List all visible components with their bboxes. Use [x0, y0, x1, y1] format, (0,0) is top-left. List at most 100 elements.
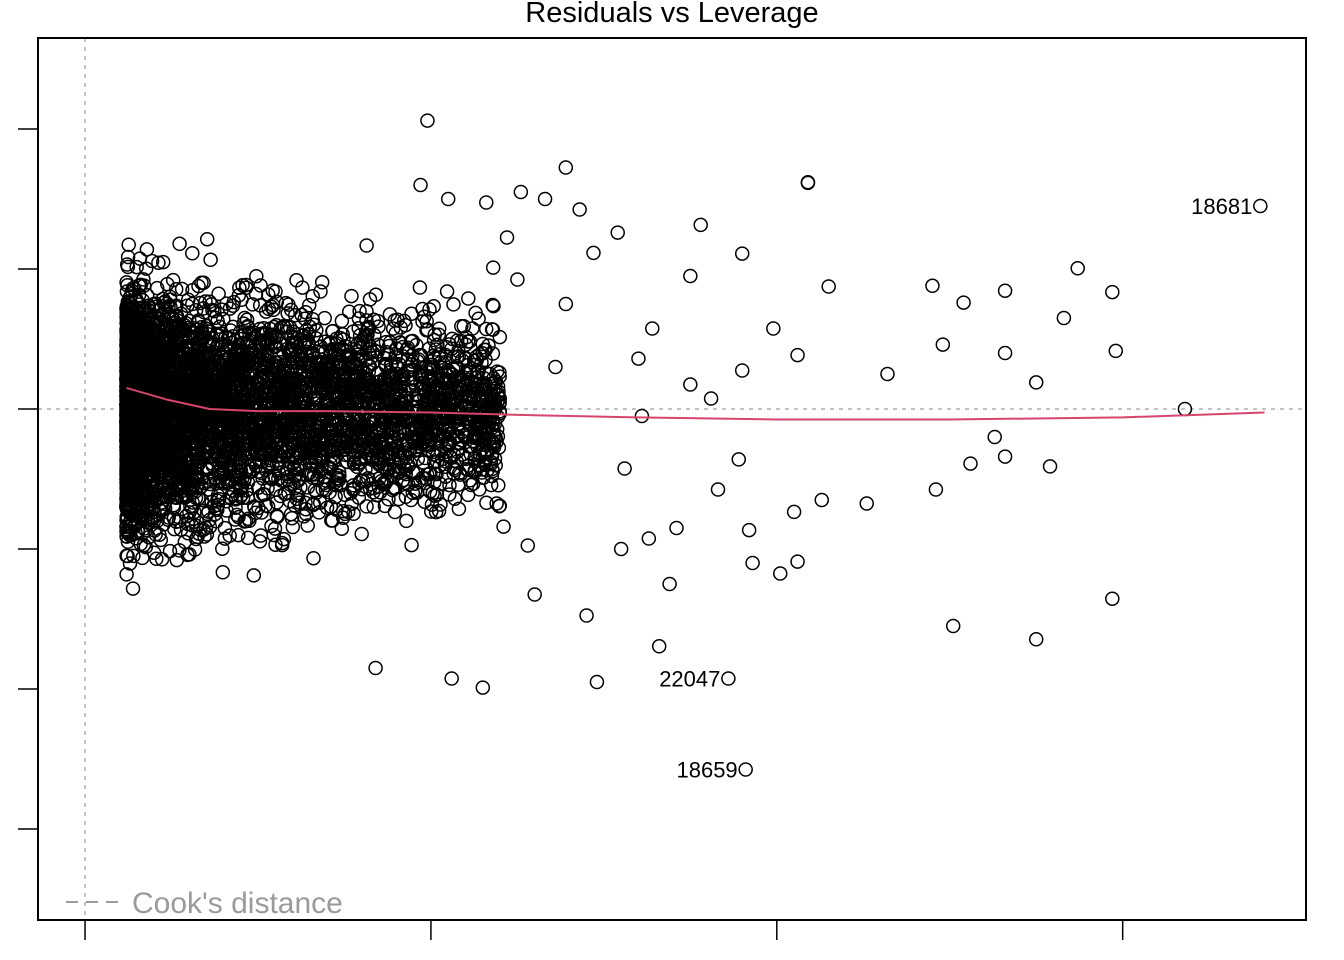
data-point — [352, 454, 368, 470]
data-point — [481, 338, 496, 353]
data-point — [485, 416, 501, 431]
data-point — [486, 370, 501, 386]
data-point — [463, 477, 479, 493]
data-point — [394, 437, 409, 453]
data-point — [335, 510, 351, 525]
data-point — [392, 460, 407, 475]
data-point — [119, 567, 134, 582]
data-point — [215, 565, 231, 580]
data-point — [120, 534, 136, 550]
data-point — [223, 323, 238, 338]
data-point — [420, 322, 435, 337]
data-point — [456, 318, 472, 334]
data-point — [290, 347, 306, 362]
data-point — [137, 329, 153, 344]
data-point — [240, 374, 255, 389]
data-point — [231, 527, 246, 543]
data-point — [394, 453, 409, 469]
data-point — [202, 294, 217, 310]
data-point — [317, 334, 333, 350]
data-point — [119, 519, 134, 534]
data-point — [232, 417, 247, 433]
reference-lines — [38, 38, 1306, 920]
data-point — [287, 461, 302, 477]
data-point — [194, 275, 209, 290]
data-point — [399, 513, 414, 529]
data-point — [492, 499, 507, 514]
data-point — [332, 355, 348, 371]
data-point — [190, 389, 206, 404]
data-point — [417, 494, 432, 509]
data-point — [253, 278, 268, 293]
data-point — [330, 395, 346, 411]
data-point — [344, 381, 359, 397]
data-point — [242, 333, 258, 348]
data-point — [351, 320, 366, 336]
data-point — [239, 463, 255, 478]
data-point — [334, 313, 350, 329]
data-point — [329, 423, 344, 438]
data-point — [208, 399, 223, 414]
data-point — [306, 550, 321, 566]
data-point — [352, 303, 367, 319]
data-point — [214, 397, 229, 413]
data-point — [211, 286, 226, 302]
data-point — [337, 355, 353, 371]
data-point — [215, 541, 230, 556]
data-point — [335, 442, 350, 458]
data-point — [120, 487, 136, 503]
data-point — [401, 424, 416, 440]
data-point — [479, 495, 494, 511]
data-point — [235, 387, 251, 403]
data-point — [138, 318, 154, 334]
data-point — [174, 281, 190, 297]
data-point — [218, 407, 234, 422]
data-point — [337, 422, 352, 437]
data-point — [266, 302, 281, 318]
data-point — [226, 365, 242, 380]
data-point — [132, 251, 148, 266]
data-point — [281, 469, 296, 485]
data-point — [324, 406, 340, 421]
data-point — [126, 299, 141, 314]
data-point — [344, 288, 359, 304]
data-point — [172, 543, 187, 558]
data-point — [275, 362, 291, 378]
data-point — [417, 450, 433, 466]
data-point — [190, 457, 206, 473]
data-point — [475, 377, 491, 393]
data-point — [205, 302, 220, 318]
data-point — [378, 357, 394, 372]
data-point — [387, 480, 403, 496]
data-point — [119, 323, 134, 338]
data-point — [298, 506, 314, 522]
data-point — [235, 277, 250, 293]
chart-title: Residuals vs Leverage — [525, 0, 818, 29]
data-point — [451, 501, 467, 517]
data-point — [352, 450, 368, 466]
data-point — [358, 386, 373, 402]
data-point — [458, 451, 474, 467]
data-point — [354, 526, 369, 542]
data-point — [308, 449, 323, 465]
data-point — [185, 246, 200, 261]
data-point — [478, 342, 493, 358]
data-point — [151, 490, 167, 505]
data-point — [409, 403, 425, 419]
data-point — [298, 501, 314, 517]
data-point — [281, 297, 296, 312]
data-point — [154, 552, 170, 567]
data-point — [305, 289, 320, 304]
data-point — [157, 312, 173, 328]
data-point — [370, 313, 386, 329]
data-point — [366, 480, 381, 496]
data-point — [126, 548, 141, 564]
data-point — [152, 527, 167, 542]
data-point — [319, 420, 334, 436]
data-point — [138, 539, 154, 555]
data-point — [387, 504, 403, 520]
data-point — [163, 348, 178, 363]
data-point — [432, 458, 447, 474]
data-point — [425, 486, 440, 501]
data-point — [152, 376, 167, 391]
